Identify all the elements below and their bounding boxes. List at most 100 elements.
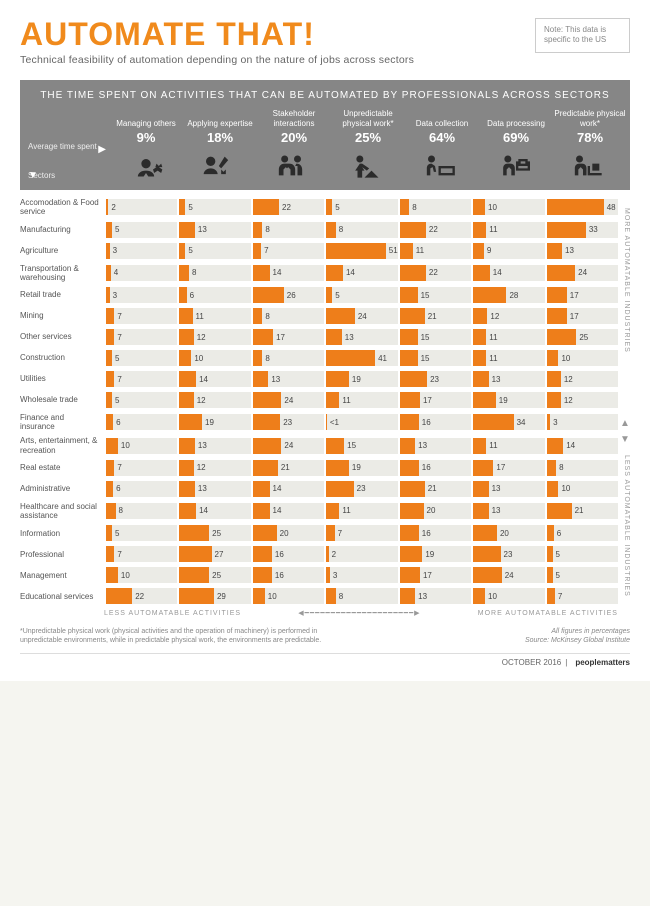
- bar-value: <1: [330, 418, 339, 427]
- bar-cell: 13: [473, 371, 544, 387]
- bar-cell: 5: [326, 199, 397, 215]
- table-row: Mining711824211217: [20, 308, 618, 324]
- bar-fill: [400, 243, 413, 259]
- axis-left-label: LESS AUTOMATABLE ACTIVITIES: [104, 610, 241, 617]
- bar-fill: [179, 525, 209, 541]
- bar-cell: 10: [106, 567, 177, 583]
- bar-cell: 13: [400, 588, 471, 604]
- bar-value: 20: [280, 529, 289, 538]
- bar-cell: 13: [400, 438, 471, 454]
- bar-cell: 13: [179, 438, 250, 454]
- bar-fill: [106, 199, 108, 215]
- bar-value: 20: [427, 506, 436, 515]
- bar-value: 16: [422, 463, 431, 472]
- bar-fill: [473, 414, 513, 430]
- bar-fill: [326, 414, 327, 430]
- header-col-label: Data collection: [406, 119, 478, 129]
- bar-fill: [253, 503, 270, 519]
- bar-cell: 12: [547, 392, 618, 408]
- bar-fill: [473, 588, 485, 604]
- bar-fill: [106, 287, 110, 303]
- bar-fill: [179, 414, 202, 430]
- bar-value: 13: [198, 484, 207, 493]
- header-col-pct: 18%: [184, 130, 256, 146]
- bar-cell: 27: [179, 546, 250, 562]
- header-col-pct: 64%: [406, 130, 478, 146]
- bar-value: 8: [265, 354, 269, 363]
- bar-value: 34: [517, 418, 526, 427]
- bar-fill: [106, 392, 112, 408]
- bar-cell: 5: [106, 350, 177, 366]
- bar-cell: 15: [400, 287, 471, 303]
- bar-value: 5: [556, 571, 560, 580]
- bar-fill: [106, 481, 113, 497]
- side-arrow-up-icon: ▲: [620, 418, 630, 429]
- bar-value: 12: [197, 463, 206, 472]
- bar-fill: [473, 265, 490, 281]
- bar-cell: 4: [106, 265, 177, 281]
- bar-cell: 11: [473, 222, 544, 238]
- bar-value: 11: [342, 396, 350, 405]
- bar-fill: [400, 460, 419, 476]
- bar-cell: 23: [400, 371, 471, 387]
- bar-cell: 23: [253, 414, 324, 430]
- bar-cell: 10: [547, 481, 618, 497]
- bar-cell: 16: [400, 414, 471, 430]
- bar-cell: 13: [473, 481, 544, 497]
- side-labels: MORE AUTOMATABLE INDUSTRIES ▲ ▼ LESS AUT…: [618, 198, 630, 617]
- bar-fill: [400, 503, 424, 519]
- footer-brand: peoplematters: [575, 658, 630, 667]
- sector-label: Other services: [20, 332, 104, 341]
- bar-fill: [547, 392, 561, 408]
- bar-value: 23: [504, 550, 513, 559]
- header-col: Data collection64%: [406, 119, 478, 180]
- bar-cell: 19: [326, 460, 397, 476]
- footnote-units: All figures in percentages: [551, 628, 630, 635]
- bar-cell: 9: [473, 243, 544, 259]
- bar-fill: [179, 265, 189, 281]
- bar-cell: 26: [253, 287, 324, 303]
- bar-value: 6: [557, 529, 561, 538]
- sector-label: Professional: [20, 550, 104, 559]
- bar-fill: [106, 503, 116, 519]
- table-row: Healthcare and social assistance81414112…: [20, 502, 618, 520]
- bar-value: 7: [117, 333, 121, 342]
- bar-fill: [400, 481, 425, 497]
- bar-cell: 14: [326, 265, 397, 281]
- bar-value: 19: [352, 463, 361, 472]
- bar-cell: 13: [253, 371, 324, 387]
- bar-value: 13: [565, 246, 574, 255]
- bar-cell: 48: [547, 199, 618, 215]
- bar-cell: 5: [547, 546, 618, 562]
- bar-cell: 19: [326, 371, 397, 387]
- bar-cell: 7: [106, 460, 177, 476]
- bar-cell: 15: [400, 350, 471, 366]
- bar-value: 19: [352, 375, 361, 384]
- bar-fill: [326, 481, 353, 497]
- sector-label: Accomodation & Food service: [20, 198, 104, 216]
- bar-fill: [179, 350, 191, 366]
- bar-fill: [253, 481, 270, 497]
- header-col-label: Applying expertise: [184, 119, 256, 129]
- bar-cell: 14: [179, 371, 250, 387]
- bar-value: 13: [345, 333, 354, 342]
- bar-cell: 6: [106, 414, 177, 430]
- sector-label: Finance and insurance: [20, 413, 104, 431]
- bar-value: 41: [378, 354, 387, 363]
- sector-label: Wholesale trade: [20, 395, 104, 404]
- bar-cell: 15: [400, 329, 471, 345]
- bar-value: 5: [115, 529, 119, 538]
- sector-label: Educational services: [20, 592, 104, 601]
- bar-cell: 25: [179, 525, 250, 541]
- header-col-label: Stakeholder interactions: [258, 109, 330, 129]
- bar-fill: [400, 438, 415, 454]
- axis-arrow-icon: ◀━━━━━━━━━━━━━━━━━━━━━▶: [298, 609, 420, 617]
- bar-value: 14: [199, 375, 208, 384]
- bar-value: 19: [205, 418, 214, 427]
- bar-cell: 22: [253, 199, 324, 215]
- bar-fill: [473, 567, 502, 583]
- page: AUTOMATE THAT! Technical feasibility of …: [0, 0, 650, 681]
- bar-value: 13: [418, 441, 427, 450]
- avg-time-label: Average time spent: [28, 142, 97, 151]
- bar-fill: [106, 371, 114, 387]
